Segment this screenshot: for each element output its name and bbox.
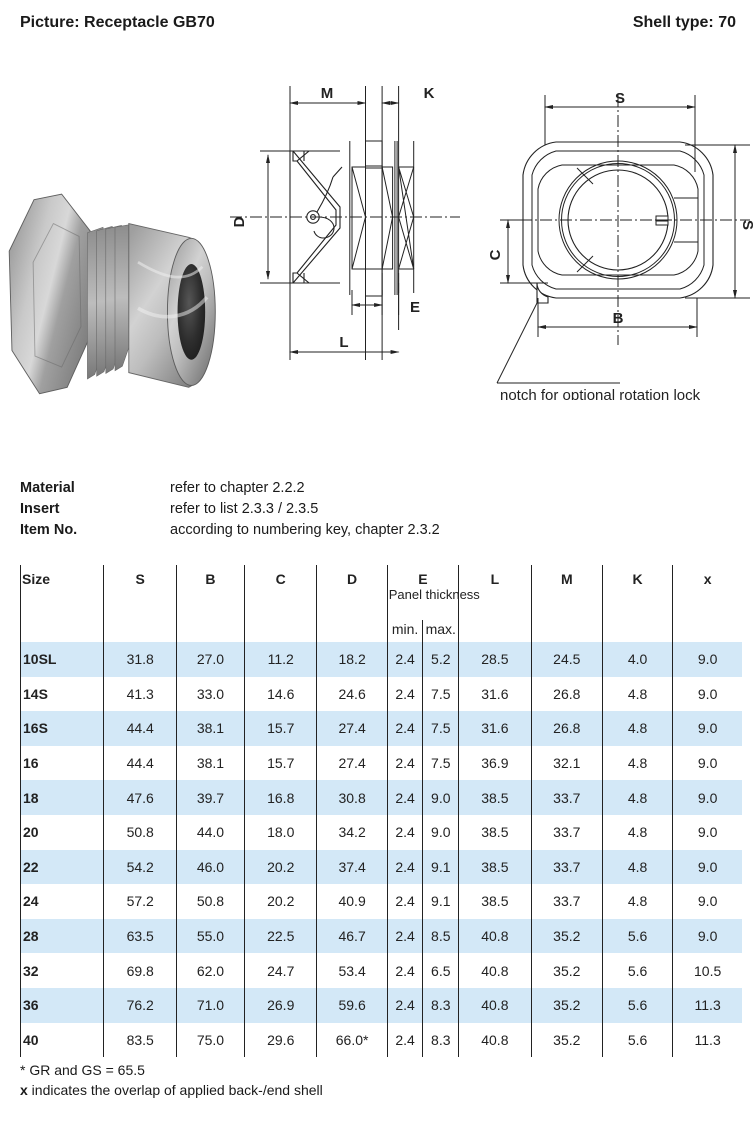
- svg-text:B: B: [613, 310, 624, 327]
- svg-text:C: C: [487, 249, 504, 260]
- svg-text:K: K: [424, 85, 435, 102]
- svg-text:L: L: [339, 334, 348, 351]
- svg-text:notch for optional rotation lo: notch for optional rotation lock: [500, 387, 701, 400]
- svg-text:S: S: [615, 90, 625, 107]
- svg-text:E: E: [410, 299, 420, 316]
- svg-text:M: M: [321, 85, 334, 102]
- svg-text:S: S: [739, 220, 756, 230]
- svg-text:D: D: [231, 216, 248, 227]
